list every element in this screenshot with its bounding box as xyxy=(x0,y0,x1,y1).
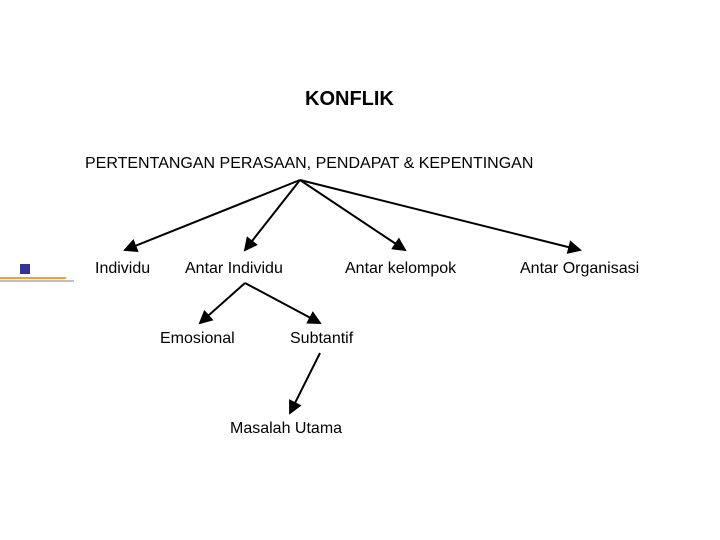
diagram-subtitle: PERTENTANGAN PERASAAN, PENDAPAT & KEPENT… xyxy=(85,155,533,173)
node-antar-organisasi: Antar Organisasi xyxy=(520,260,639,278)
accent-bar-orange xyxy=(0,277,66,279)
accent-bar-gray xyxy=(0,280,74,282)
node-emosional: Emosional xyxy=(160,330,235,348)
node-individu: Individu xyxy=(95,260,150,278)
node-masalah-utama: Masalah Utama xyxy=(230,420,342,438)
diagram-title: KONFLIK xyxy=(305,88,394,111)
node-antar-individu: Antar Individu xyxy=(185,260,283,278)
bullet-square xyxy=(20,264,30,274)
node-antar-kelompok: Antar kelompok xyxy=(345,260,456,278)
node-subtantif: Subtantif xyxy=(290,330,353,348)
